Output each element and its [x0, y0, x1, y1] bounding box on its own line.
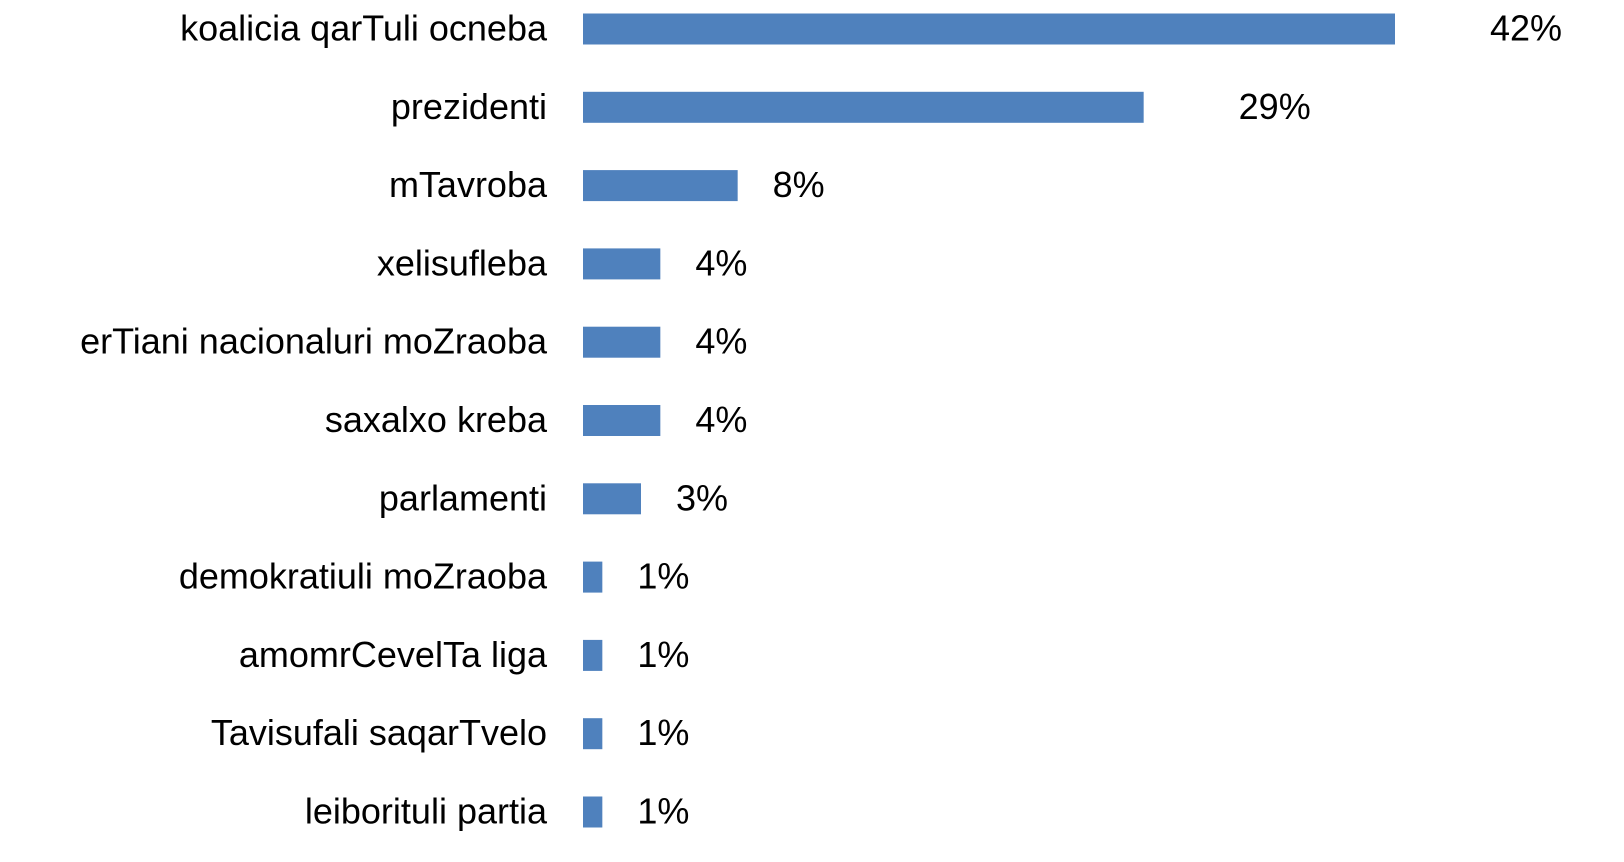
category-label: saxalxo kreba	[325, 399, 548, 440]
bar	[583, 639, 603, 671]
bar	[583, 405, 661, 436]
value-label: 4%	[695, 399, 747, 440]
category-label: mTavroba	[389, 164, 548, 205]
category-label: demokratiuli moZraoba	[179, 556, 548, 597]
bar	[583, 796, 603, 828]
value-label: 29%	[1239, 86, 1311, 127]
bar	[583, 718, 603, 750]
category-label: prezidenti	[391, 86, 547, 127]
value-label: 1%	[637, 791, 689, 832]
value-label: 8%	[773, 164, 825, 205]
category-label: parlamenti	[379, 477, 547, 518]
category-label: koalicia qarTuli ocneba	[180, 8, 548, 49]
value-label: 1%	[637, 712, 689, 753]
value-label: 1%	[637, 634, 689, 675]
bar	[583, 13, 1395, 45]
value-label: 4%	[695, 242, 747, 283]
bar	[583, 483, 641, 515]
bar	[583, 326, 661, 358]
category-label: Tavisufali saqarTvelo	[211, 712, 547, 753]
value-label: 1%	[637, 556, 689, 597]
category-label: amomrCevelTa liga	[239, 634, 548, 675]
category-label: erTiani nacionaluri moZraoba	[80, 321, 548, 362]
bar	[583, 91, 1144, 123]
value-label: 4%	[695, 321, 747, 362]
bar	[583, 170, 738, 202]
value-label: 42%	[1490, 8, 1562, 49]
bar	[583, 561, 603, 593]
category-label: xelisufleba	[377, 242, 548, 283]
bar	[583, 248, 661, 280]
value-label: 3%	[676, 477, 728, 518]
category-label: leiborituli partia	[305, 791, 548, 832]
